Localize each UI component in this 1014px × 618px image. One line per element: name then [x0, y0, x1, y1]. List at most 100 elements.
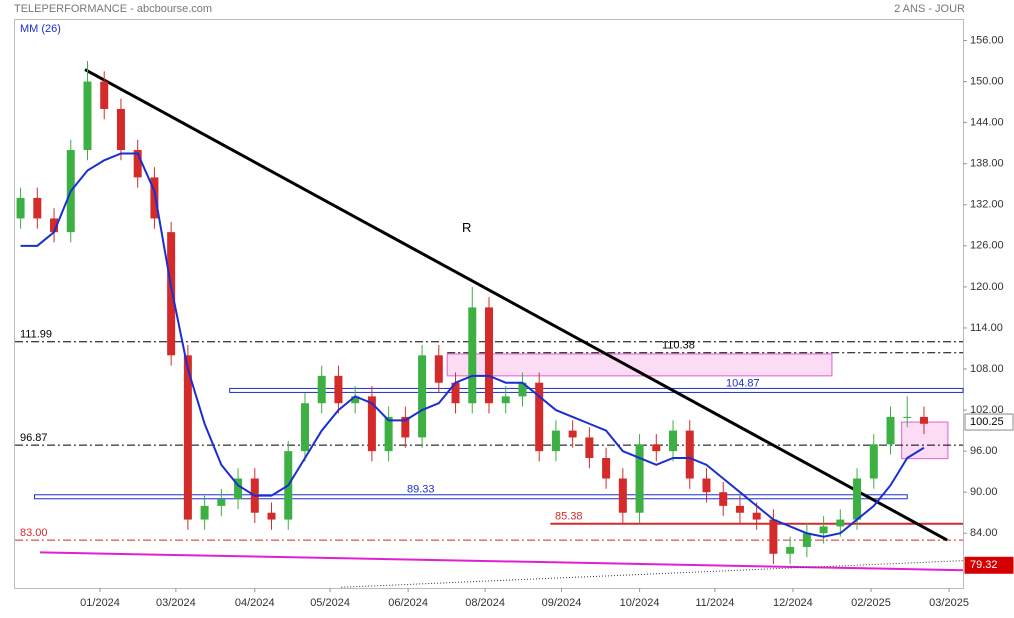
x-tick-label: 02/2025	[851, 597, 891, 609]
candle-body	[234, 478, 243, 500]
candle-body	[300, 403, 309, 452]
level-label: 96.87	[20, 432, 48, 444]
candle-body	[418, 355, 427, 438]
price-tag-label: 79.32	[970, 559, 998, 571]
candle-body	[535, 382, 544, 452]
candle-body	[150, 177, 159, 219]
candle-body	[16, 197, 25, 219]
candle-body	[685, 430, 694, 479]
moving-average	[20, 152, 925, 538]
candle-body	[367, 396, 376, 452]
candle-body	[501, 396, 510, 404]
x-tick-label: 05/2024	[310, 597, 350, 609]
x-tick-label: 08/2024	[465, 597, 505, 609]
candle-body	[802, 533, 811, 547]
level-line	[229, 387, 964, 393]
level-line	[34, 494, 908, 500]
candle-body	[133, 150, 142, 178]
candle-body	[167, 232, 176, 356]
x-tick-label: 06/2024	[388, 597, 428, 609]
y-tick-label: 138.00	[970, 158, 1004, 170]
candle-body	[83, 81, 92, 151]
candle-body	[100, 81, 109, 109]
y-tick-label: 156.00	[970, 34, 1004, 46]
candle-body	[602, 457, 611, 479]
candle-body	[919, 416, 928, 424]
candle-body	[468, 307, 477, 404]
x-tick-label: 01/2024	[80, 597, 120, 609]
candle-body	[217, 499, 226, 506]
annotation: R	[462, 220, 471, 235]
indicator-label: MM (26)	[20, 23, 61, 35]
y-tick-label: 108.00	[970, 363, 1004, 375]
y-tick-label: 126.00	[970, 240, 1004, 252]
x-tick-label: 11/2024	[695, 597, 734, 609]
x-tick-label: 03/2024	[156, 597, 196, 609]
plot-frame	[14, 19, 964, 589]
candle-body	[819, 526, 828, 534]
chart-title: TELEPERFORMANCE - abcbourse.com	[14, 3, 212, 15]
candle-body	[886, 416, 895, 445]
candle-body	[735, 505, 744, 513]
y-tick-label: 150.00	[970, 75, 1004, 87]
candle-body	[853, 478, 862, 520]
period-label: 2 ANS - JOUR	[894, 3, 965, 15]
y-tick-label: 96.00	[970, 445, 998, 457]
candle-body	[903, 416, 912, 418]
x-tick-label: 04/2024	[235, 597, 275, 609]
candle-body	[786, 546, 795, 554]
candle-body	[33, 197, 42, 219]
candle-body	[116, 108, 125, 151]
candle-body	[585, 437, 594, 458]
price-tag	[964, 556, 1014, 574]
level-label: 104.87	[726, 377, 760, 389]
candle-body	[183, 355, 192, 520]
candle-body	[434, 355, 443, 383]
candle-body	[451, 382, 460, 404]
y-tick-label: 84.00	[970, 527, 998, 539]
price-tag	[964, 413, 1014, 431]
candle-body	[652, 444, 661, 452]
price-tag-label: 100.25	[970, 416, 1004, 428]
y-tick-label: 132.00	[970, 199, 1004, 211]
level-label: 89.33	[407, 484, 435, 496]
candle-body	[334, 375, 343, 404]
level-label: 83.00	[20, 527, 48, 539]
x-tick-label: 12/2024	[773, 597, 813, 609]
candle-body	[551, 430, 560, 452]
candle-body	[719, 492, 728, 506]
candle-body	[752, 512, 761, 520]
candle-body	[384, 416, 393, 452]
candle-body	[485, 307, 493, 404]
candle-body	[769, 519, 778, 554]
level-label: 111.99	[20, 329, 52, 341]
candle-body	[836, 519, 845, 527]
y-tick-label: 144.00	[970, 117, 1004, 129]
candle-body	[351, 396, 360, 404]
candle-body	[518, 382, 527, 397]
candle-body	[568, 430, 577, 438]
candle-body	[401, 416, 410, 438]
candle-body	[618, 478, 627, 513]
y-tick-label: 90.00	[970, 486, 998, 498]
candle-body	[702, 478, 711, 493]
y-tick-label: 102.00	[970, 404, 1004, 416]
candle-body	[200, 505, 209, 520]
y-tick-label: 114.00	[970, 322, 1003, 334]
level-label: 85.38	[555, 511, 583, 523]
zone	[901, 421, 949, 460]
level-label: 110.38	[662, 340, 695, 352]
y-tick-label: 120.00	[970, 281, 1004, 293]
candle-body	[669, 430, 678, 452]
candle-body	[869, 444, 878, 479]
candle-body	[317, 375, 326, 404]
x-tick-label: 10/2024	[620, 597, 660, 609]
zone	[446, 353, 833, 377]
x-tick-label: 09/2024	[542, 597, 582, 609]
candle-body	[267, 512, 276, 520]
candle-body	[635, 444, 644, 513]
x-tick-label: 03/2025	[929, 597, 969, 609]
